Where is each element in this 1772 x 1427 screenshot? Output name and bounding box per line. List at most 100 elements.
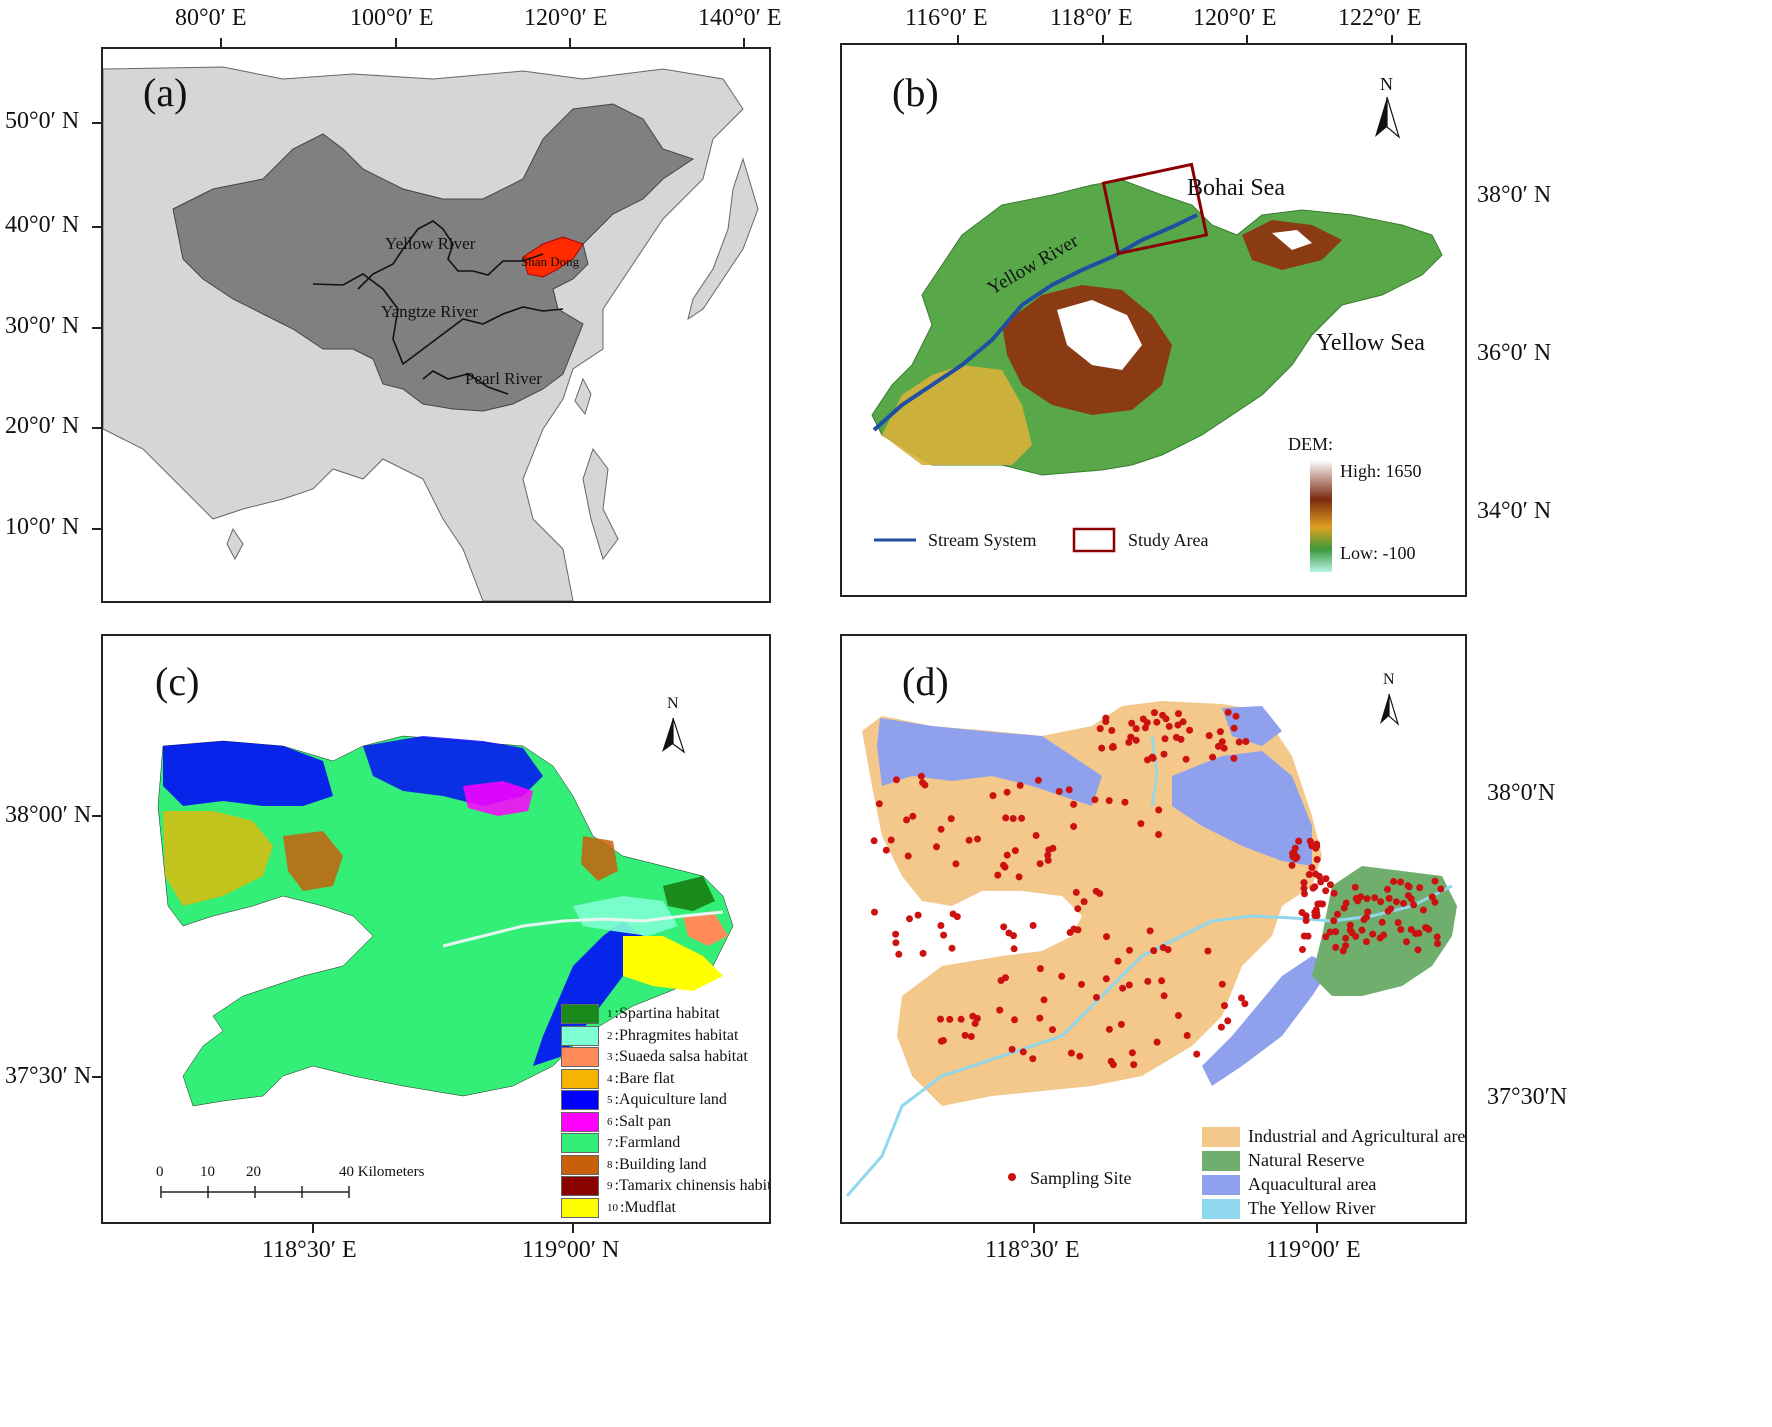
legend-label: :Salt pan	[614, 1112, 671, 1130]
sampling-site-dot	[1385, 894, 1393, 902]
natural-reserve-zone	[1312, 866, 1457, 996]
sampling-site-dot	[1431, 898, 1439, 906]
panel-d-label: (d)	[902, 659, 949, 704]
a-lon-tick-140: 140°0′ E	[698, 5, 782, 31]
sampling-site-dot	[1117, 1020, 1125, 1028]
sampling-site-dot	[1121, 798, 1129, 806]
sampling-site-dot	[1397, 926, 1405, 933]
sampling-site-dot	[1220, 744, 1228, 752]
sampling-site-dot	[1288, 861, 1296, 869]
sampling-site-dot	[1224, 708, 1232, 716]
sampling-site-dot	[1416, 884, 1424, 892]
sampling-site-dot	[1174, 1012, 1182, 1019]
sampling-site-dot	[1433, 933, 1441, 941]
sampling-site-dot	[1114, 957, 1122, 965]
b-lon-tick-118: 118°0′ E	[1050, 5, 1133, 31]
sampling-site-dot	[892, 930, 900, 938]
sampling-site-dot	[1175, 710, 1182, 718]
sampling-site-dot	[1351, 883, 1359, 891]
sampling-legend-dot	[1008, 1173, 1016, 1181]
sampling-site-dot	[919, 779, 927, 787]
legend-label: :Aquiculture land	[614, 1091, 727, 1108]
b-lon-tick-120: 120°0′ E	[1193, 5, 1277, 31]
sampling-site-dot	[909, 812, 917, 820]
sampling-site-dot	[882, 846, 890, 854]
sampling-site-dot	[1358, 926, 1366, 934]
a-lat-tick-10: 10°0′ N	[5, 514, 80, 540]
b-lat-tick-34: 34°0′ N	[1477, 498, 1552, 524]
legend-number: 9	[607, 1180, 613, 1192]
sampling-site-dot	[1415, 929, 1423, 937]
sampling-site-dot	[996, 1006, 1004, 1014]
suaeda-coast	[683, 911, 728, 946]
sampling-site-dot	[1214, 742, 1222, 750]
sampling-site-dot	[1403, 938, 1410, 946]
phragmites-coast	[573, 896, 678, 936]
sampling-site-dot	[1065, 786, 1073, 794]
sampling-site-dot	[1000, 923, 1008, 931]
building-land-patch	[283, 831, 343, 891]
sampling-site-dot	[1405, 883, 1413, 891]
landcover-legend-item: 7:Farmland	[561, 1133, 680, 1153]
legend-number: 6	[607, 1115, 613, 1128]
sampling-site-dot	[875, 800, 883, 808]
sampling-site-dot	[1067, 1049, 1075, 1057]
sampling-site-dot	[1155, 806, 1163, 814]
sampling-site-dot	[1049, 1026, 1056, 1034]
sampling-site-dot	[1205, 732, 1213, 740]
sampling-site-dot	[1363, 895, 1371, 903]
sampling-site-dot	[1153, 1038, 1161, 1046]
legend-swatch	[561, 1176, 599, 1196]
sampling-site-dot	[1128, 1049, 1136, 1057]
legend-label: The Yellow River	[1248, 1198, 1376, 1218]
sampling-site-dot	[1137, 820, 1145, 828]
sampling-site-dot	[917, 772, 925, 780]
sampling-site-dot	[1387, 905, 1395, 913]
sampling-site-dot	[1400, 899, 1407, 907]
landcover-legend-item: 2:Phragmites habitat	[561, 1025, 738, 1046]
yellow-river-line-c	[442, 910, 724, 948]
bare-flat-west	[163, 811, 273, 906]
panel-b-dem-map: Yellow River Bohai Sea Yellow Sea N DEM:…	[840, 43, 1467, 597]
sampling-site-dot	[969, 1012, 977, 1020]
legend-label: :Spartina habitat	[614, 1005, 720, 1022]
north-label-c: N	[667, 695, 679, 712]
sampling-site-dot	[1074, 905, 1082, 913]
sampling-site-dot	[1437, 885, 1445, 893]
mudflat-coast	[623, 936, 723, 991]
legend-swatch	[561, 1197, 599, 1218]
sampling-site-dot	[1070, 800, 1078, 808]
sampling-site-dot	[1034, 776, 1042, 784]
a-lon-tick-120: 120°0′ E	[524, 5, 608, 31]
sampling-site-dot	[903, 816, 911, 824]
legend-number: 8	[607, 1158, 613, 1171]
sampling-site-dot	[1008, 1045, 1016, 1053]
sampling-site-dot	[1000, 861, 1007, 869]
sampling-site-dot	[1179, 718, 1187, 726]
sampling-site-dot	[1036, 860, 1044, 868]
sampling-site-dot	[1392, 898, 1400, 906]
sampling-site-dot	[1132, 736, 1140, 744]
scale-bar	[160, 1186, 350, 1198]
sampling-site-dot	[1183, 1032, 1191, 1039]
b-lon-tick-122: 122°0′ E	[1338, 5, 1422, 31]
sampling-site-dot	[1103, 933, 1110, 941]
sampling-site-dot	[1404, 892, 1412, 900]
legend-swatch	[561, 1154, 599, 1175]
north-label-b: N	[1380, 74, 1393, 94]
sampling-site-dot	[1009, 815, 1017, 822]
sampling-site-dot	[1339, 947, 1347, 955]
sampling-site-dot	[1015, 873, 1023, 881]
pearl-river-line	[422, 370, 509, 395]
sampling-site-dot	[937, 1037, 945, 1045]
sampling-site-dot	[1330, 917, 1338, 925]
landcover-legend-item: 3:Suaeda salsa habitat	[561, 1047, 748, 1067]
sampling-site-dot	[1091, 796, 1099, 804]
sampling-site-dot	[1352, 895, 1360, 902]
sampling-site-dot	[974, 835, 981, 843]
aquiculture-north	[163, 741, 333, 806]
north-label-d: N	[1383, 671, 1395, 688]
sampling-site-dot	[1144, 977, 1152, 985]
sampling-site-dot	[1346, 921, 1354, 929]
sampling-site-dot	[1108, 727, 1116, 734]
